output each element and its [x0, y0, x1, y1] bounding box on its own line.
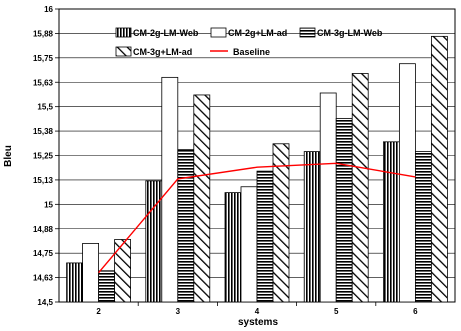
bar-cm-3g-lm-web-2 [98, 270, 115, 303]
y-tick-label: 14,88 [33, 225, 54, 234]
legend-label-baseline: Baseline [233, 47, 270, 57]
bar-cm-3g-lm-ad-3 [193, 94, 211, 303]
y-tick-label: 15,38 [33, 127, 54, 136]
legend-swatch-cm-3g-lm-web [299, 27, 316, 38]
bar-series [66, 35, 448, 303]
x-tick-label: 3 [176, 307, 181, 316]
y-tick-label: 16 [44, 5, 53, 14]
bar-cm-2g-lm-web-6 [382, 141, 400, 303]
x-axis-title: systems [238, 317, 278, 328]
legend-swatch-cm-2g-lm-ad [210, 27, 227, 38]
x-tick-label: 2 [96, 307, 101, 316]
bar-cm-3g-lm-ad-5 [351, 73, 369, 303]
bar-cm-2g-lm-web-2 [66, 262, 83, 303]
y-tick-label: 15,63 [33, 78, 54, 87]
y-tick-label: 14,5 [37, 298, 53, 307]
bar-cm-2g-lm-ad-2 [82, 242, 99, 303]
bar-cm-2g-lm-ad-5 [319, 92, 337, 303]
bar-cm-2g-lm-ad-6 [398, 63, 416, 303]
legend-swatch-cm-3g-lm-ad [115, 46, 132, 57]
y-tick-label: 15,5 [37, 103, 53, 112]
y-tick-label: 15,25 [33, 152, 54, 161]
x-tick-label: 5 [334, 307, 339, 316]
bar-cm-3g-lm-ad-6 [430, 35, 448, 303]
legend-label-cm-3g-lm-web: CM-3g-LM-Web [317, 28, 383, 38]
y-tick-label: 15,88 [33, 29, 54, 38]
y-tick-label: 15 [44, 200, 53, 209]
bar-cm-2g-lm-web-4 [224, 192, 242, 303]
bar-cm-2g-lm-ad-3 [161, 76, 179, 303]
legend-label-cm-2g-lm-web: CM-2g-LM-Web [133, 28, 199, 38]
legend: CM-2g-LM-Web CM-2g+LM-ad CM-3g-LM-Web CM… [115, 27, 383, 57]
bar-cm-3g-lm-ad-2 [114, 239, 131, 303]
y-tick-label: 14,75 [33, 249, 54, 258]
legend-label-cm-3g-lm-ad: CM-3g+LM-ad [133, 47, 192, 57]
y-tick-label: 15,13 [33, 176, 54, 185]
x-axis-tick-labels: 2 3 4 5 6 [96, 302, 418, 316]
legend-swatch-cm-2g-lm-web [115, 27, 132, 38]
baseline-line [98, 162, 416, 274]
y-axis-tick-labels: 14,5 14,63 14,75 14,88 15 15,13 15,25 15,38 15,5… [33, 5, 59, 307]
legend-label-cm-2g-lm-ad: CM-2g+LM-ad [228, 28, 287, 38]
x-tick-label: 4 [255, 307, 260, 316]
bar-cm-2g-lm-web-3 [145, 180, 163, 303]
x-tick-label: 6 [413, 307, 418, 316]
bar-cm-3g-lm-web-3 [177, 149, 195, 303]
bar-cm-3g-lm-web-4 [256, 170, 274, 303]
bar-cm-3g-lm-web-6 [414, 151, 432, 303]
y-tick-label: 15,75 [33, 54, 54, 63]
baseline-series-line [98, 162, 416, 274]
bar-cm-3g-lm-web-5 [335, 117, 353, 303]
bar-cm-2g-lm-web-5 [303, 151, 321, 303]
bar-cm-3g-lm-ad-4 [272, 143, 290, 303]
y-tick-label: 14,63 [33, 274, 54, 283]
y-axis-title: Bleu [3, 145, 14, 167]
bar-cm-2g-lm-ad-4 [240, 186, 258, 303]
